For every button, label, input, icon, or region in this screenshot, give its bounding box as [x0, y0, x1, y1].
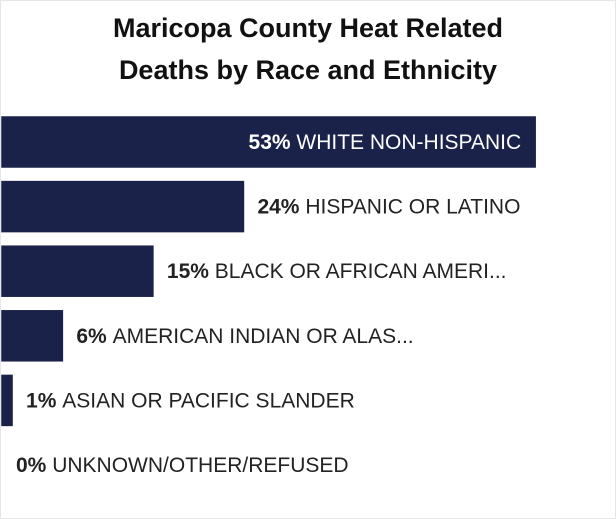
value-label: 24%	[257, 195, 299, 218]
value-label: 6%	[76, 324, 107, 347]
bar-label: 6% AMERICAN INDIAN OR ALAS...	[76, 324, 413, 347]
category-label: ASIAN OR PACIFIC SLANDER	[62, 389, 355, 412]
chart-title: Maricopa County Heat Related	[113, 13, 503, 43]
chart-title: Deaths by Race and Ethnicity	[119, 55, 497, 85]
bar-label: 1% ASIAN OR PACIFIC SLANDER	[26, 389, 355, 412]
bar	[1, 245, 154, 297]
bar	[1, 116, 536, 168]
category-label: UNKNOWN/OTHER/REFUSED	[52, 454, 348, 477]
bar	[1, 310, 64, 362]
value-label: 53%	[249, 131, 291, 154]
bar-label: 15% BLACK OR AFRICAN AMERI...	[167, 260, 507, 283]
category-label: BLACK OR AFRICAN AMERI...	[215, 260, 507, 283]
bar	[1, 374, 13, 427]
bar	[1, 180, 245, 233]
category-label: WHITE NON-HISPANIC	[296, 131, 521, 154]
bar-label: 0% UNKNOWN/OTHER/REFUSED	[16, 454, 349, 477]
value-label: 15%	[167, 260, 209, 283]
category-label: AMERICAN INDIAN OR ALAS...	[113, 324, 414, 347]
value-label: 0%	[16, 454, 47, 477]
bar-label: 53% WHITE NON-HISPANIC	[249, 131, 522, 154]
category-label: HISPANIC OR LATINO	[305, 195, 520, 218]
value-label: 1%	[26, 389, 57, 412]
bar-label: 24% HISPANIC OR LATINO	[257, 195, 520, 218]
